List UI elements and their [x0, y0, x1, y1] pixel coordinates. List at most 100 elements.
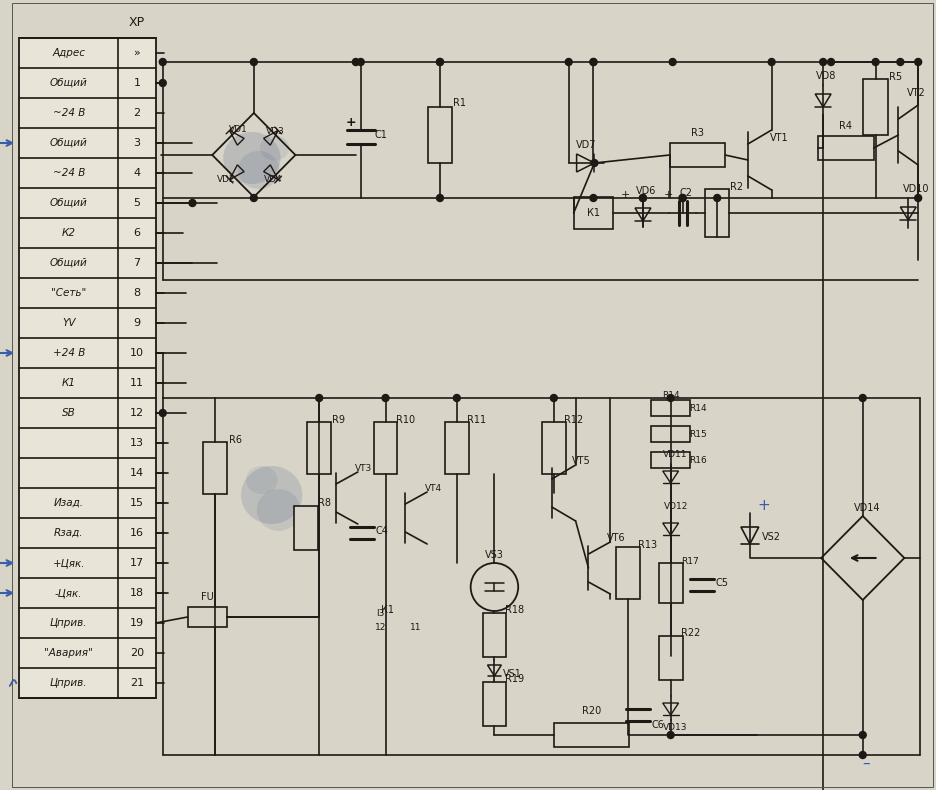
Text: Rзад.: Rзад. — [54, 528, 83, 538]
Text: R15: R15 — [690, 430, 708, 438]
Bar — [307, 422, 331, 474]
Text: 2: 2 — [134, 108, 140, 118]
Text: C4: C4 — [375, 526, 388, 536]
Text: VD13: VD13 — [664, 724, 688, 732]
Text: R19: R19 — [505, 674, 524, 684]
Text: R16: R16 — [690, 456, 708, 465]
Text: VD1: VD1 — [228, 125, 247, 134]
Bar — [428, 107, 452, 163]
Ellipse shape — [223, 132, 281, 184]
Bar — [295, 506, 318, 550]
Text: 5: 5 — [134, 198, 140, 208]
Circle shape — [820, 58, 826, 66]
Text: VD11: VD11 — [664, 450, 688, 458]
Circle shape — [897, 58, 904, 66]
Circle shape — [714, 194, 721, 201]
Text: 3: 3 — [134, 138, 140, 148]
Circle shape — [436, 58, 444, 66]
Text: Изад.: Изад. — [53, 498, 83, 508]
Text: +: + — [664, 190, 673, 200]
Circle shape — [550, 394, 557, 401]
Text: R20: R20 — [582, 706, 601, 716]
Text: R6: R6 — [228, 435, 241, 445]
Circle shape — [667, 394, 674, 401]
Circle shape — [639, 194, 647, 201]
Circle shape — [859, 394, 866, 401]
Text: К2: К2 — [62, 228, 76, 238]
Text: "Авария": "Авария" — [44, 648, 93, 658]
Text: VD12: VD12 — [664, 502, 688, 510]
Text: VS1: VS1 — [503, 669, 521, 679]
Text: VD3: VD3 — [266, 126, 285, 136]
Text: К1: К1 — [62, 378, 76, 388]
Text: R10: R10 — [396, 415, 415, 425]
Text: 11: 11 — [409, 623, 421, 631]
Circle shape — [591, 160, 598, 167]
Bar — [445, 422, 469, 474]
Circle shape — [914, 58, 922, 66]
Circle shape — [159, 409, 167, 416]
Text: +: + — [757, 498, 770, 513]
Text: Адрес: Адрес — [52, 48, 85, 58]
Text: 7: 7 — [134, 258, 140, 268]
Circle shape — [669, 58, 676, 66]
Text: VS3: VS3 — [485, 550, 504, 560]
Circle shape — [436, 194, 444, 201]
Ellipse shape — [241, 466, 302, 524]
Circle shape — [565, 58, 572, 66]
Text: 6: 6 — [134, 228, 140, 238]
Text: FU: FU — [201, 592, 213, 602]
Bar — [651, 400, 691, 416]
Bar — [20, 38, 155, 698]
Text: Общий: Общий — [50, 138, 88, 148]
Text: ~24 В: ~24 В — [52, 108, 85, 118]
Text: +: + — [621, 190, 630, 200]
Circle shape — [590, 58, 597, 66]
Text: VD6: VD6 — [636, 186, 656, 196]
Text: C5: C5 — [716, 578, 728, 588]
Text: Общий: Общий — [50, 78, 88, 88]
Text: R18: R18 — [505, 605, 524, 615]
Bar — [616, 547, 640, 599]
Text: -Цяк.: -Цяк. — [55, 588, 82, 598]
Text: +Цяк.: +Цяк. — [52, 558, 85, 568]
Text: R5: R5 — [889, 72, 902, 82]
Text: 1: 1 — [134, 78, 140, 88]
Text: Общий: Общий — [50, 198, 88, 208]
Text: VT2: VT2 — [907, 88, 926, 98]
Text: 11: 11 — [130, 378, 144, 388]
Ellipse shape — [260, 136, 289, 160]
Text: R14: R14 — [690, 404, 708, 412]
Bar — [706, 189, 729, 237]
Circle shape — [315, 394, 323, 401]
Text: –: – — [862, 755, 870, 770]
Circle shape — [680, 194, 686, 201]
Circle shape — [382, 394, 389, 401]
Circle shape — [827, 58, 835, 66]
Text: 17: 17 — [130, 558, 144, 568]
Bar — [659, 563, 682, 603]
Text: VD7: VD7 — [577, 140, 597, 150]
Text: VD10: VD10 — [903, 184, 929, 194]
Circle shape — [453, 394, 461, 401]
Text: VT5: VT5 — [572, 456, 591, 466]
Circle shape — [352, 58, 359, 66]
Text: R8: R8 — [317, 498, 330, 508]
Circle shape — [639, 194, 647, 201]
Bar — [373, 422, 398, 474]
Bar — [187, 607, 227, 627]
Text: R12: R12 — [564, 415, 583, 425]
Text: I3: I3 — [376, 608, 385, 618]
Text: 9: 9 — [134, 318, 140, 328]
Text: Цприв.: Цприв. — [50, 618, 87, 628]
Circle shape — [914, 194, 922, 201]
Circle shape — [859, 732, 866, 739]
Text: 18: 18 — [130, 588, 144, 598]
Text: 19: 19 — [130, 618, 144, 628]
Text: 4: 4 — [134, 168, 140, 178]
Text: YV: YV — [62, 318, 76, 328]
Text: VT1: VT1 — [770, 133, 789, 143]
Text: »: » — [134, 48, 140, 58]
Text: 16: 16 — [130, 528, 144, 538]
Text: VD14: VD14 — [854, 503, 880, 513]
